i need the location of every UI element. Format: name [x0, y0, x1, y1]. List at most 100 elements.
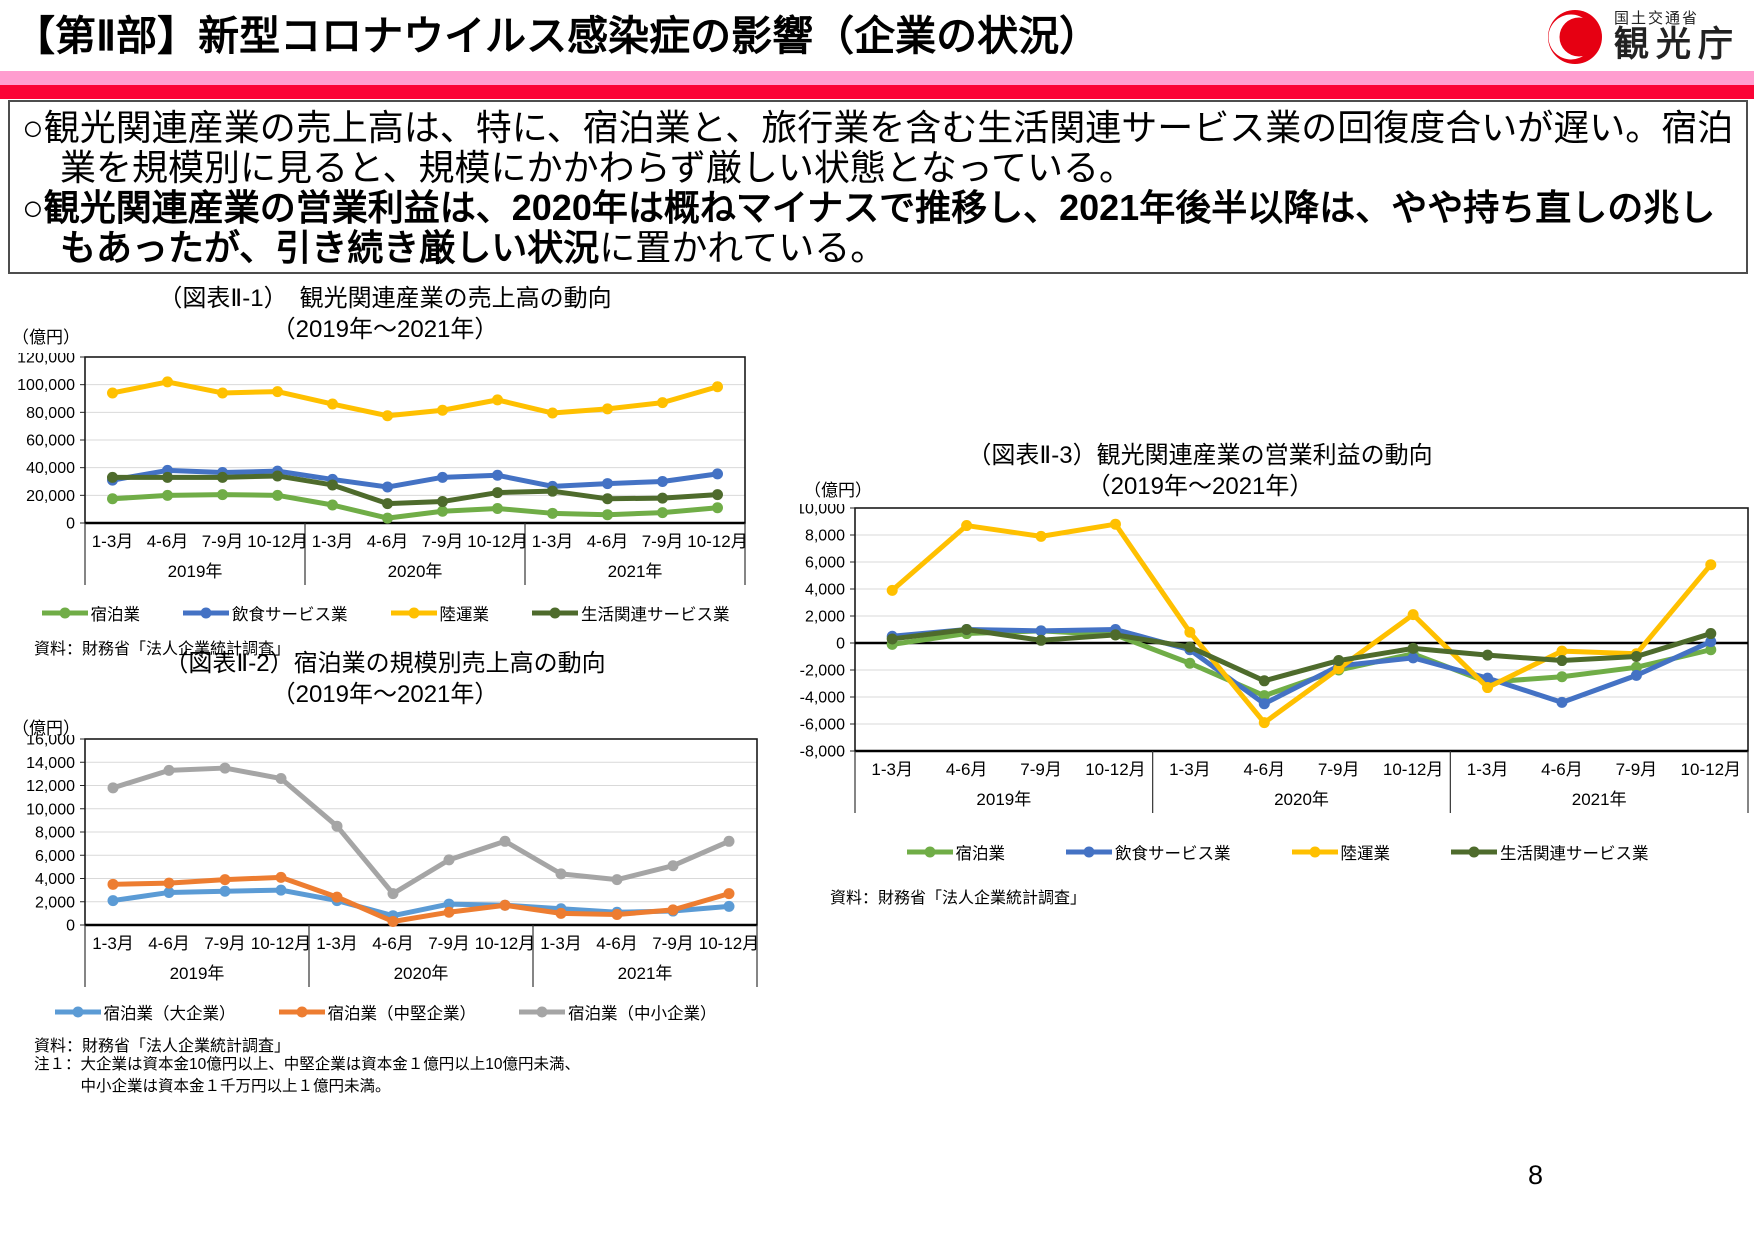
legend-label: 陸運業 [1340, 845, 1391, 863]
series-line-1 [110, 467, 720, 490]
legend-marker-icon [906, 846, 953, 858]
x-quarter-label: 7-9月 [1020, 760, 1062, 779]
x-quarter-label: 10-12月 [699, 934, 759, 953]
series-marker-1 [1482, 672, 1494, 684]
agency-logo-icon [1547, 10, 1602, 64]
series-marker-2 [1705, 559, 1717, 571]
x-quarter-label: 1-3月 [92, 532, 134, 551]
x-quarter-label: 7-9月 [1616, 760, 1658, 779]
y-tick-label: 8,000 [805, 528, 845, 545]
series-marker-0 [723, 900, 735, 912]
legend-item-1: 飲食サービス業 [1065, 840, 1231, 864]
x-quarter-label: 7-9月 [202, 532, 244, 551]
profit-chart-plot: -8,000 -6,000 -4,000 -2,000 0 2,000 4,000 6,000… [800, 504, 1749, 813]
y-tick-label: 120,000 [17, 353, 75, 367]
series-marker-1 [602, 478, 613, 490]
series-marker-1 [712, 468, 723, 480]
legend-item-0: 宿泊業 [41, 601, 140, 625]
series-marker-1 [275, 871, 287, 883]
legend-marker-icon [41, 607, 88, 619]
y-tick-label: -4,000 [800, 690, 845, 707]
series-marker-2 [667, 860, 679, 872]
legend-item-3: 生活関連サービス業 [531, 601, 730, 625]
bullet-marker: ○ [22, 107, 44, 148]
lodging-chart-plot: 0 2,000 4,000 6,000 8,000 10,000 12,000 14,000 1… [26, 735, 759, 987]
chart-title-line1: （図表Ⅱ-2）宿泊業の規模別売上高の動向 [164, 650, 606, 677]
y-tick-label: 0 [836, 636, 845, 653]
series-marker-2 [602, 403, 613, 415]
page-title: 【第Ⅱ部】新型コロナウイルス感染症の影響（企業の状況） [14, 13, 1101, 59]
series-marker-0 [327, 499, 338, 511]
x-quarter-label: 4-6月 [367, 532, 409, 551]
series-marker-2 [1407, 609, 1419, 621]
ministry-name: 国土交通省 [1613, 9, 1699, 27]
series-marker-3 [1482, 649, 1494, 661]
series-marker-1 [163, 877, 175, 889]
x-quarter-label: 1-3月 [871, 760, 913, 779]
series-marker-2 [331, 820, 343, 832]
series-marker-2 [555, 868, 567, 880]
series-marker-0 [382, 512, 393, 524]
y-tick-label: 20,000 [26, 488, 75, 505]
series-marker-2 [163, 764, 175, 776]
summary-bullet-2-bold: 観光関連産業の営業利益は、2020年は概ねマイナスで推移し、2021年後半以降は… [43, 187, 1716, 268]
series-marker-1 [1407, 652, 1419, 664]
series-marker-1 [382, 481, 393, 493]
chart-title: （図表Ⅱ-1） 観光関連産業の売上高の動向 （2019年～2021年） [0, 283, 770, 345]
series-marker-0 [602, 509, 613, 521]
series-marker-2 [272, 386, 283, 398]
x-quarter-label: 7-9月 [642, 532, 684, 551]
legend-marker-icon [183, 607, 229, 619]
series-marker-0 [547, 507, 558, 519]
year-label: 2019年 [170, 964, 225, 983]
series-marker-2 [382, 410, 393, 422]
summary-bullet-1-text: 観光関連産業の売上高は、特に、宿泊業と、旅行業を含む生活関連サービス業の回復度合… [43, 107, 1734, 188]
series-line-3 [889, 627, 1714, 684]
series-marker-3 [712, 489, 723, 501]
series-marker-1 [657, 476, 668, 487]
series-line-3 [110, 473, 720, 507]
x-quarter-label: 4-6月 [147, 532, 189, 551]
y-tick-label: 16,000 [26, 735, 75, 749]
series-marker-0 [712, 502, 723, 514]
chart-title: （図表Ⅱ-2）宿泊業の規模別売上高の動向 （2019年～2021年） [0, 648, 770, 710]
series-marker-1 [1035, 625, 1047, 637]
series-marker-3 [1333, 655, 1345, 667]
series-line-2 [110, 379, 720, 419]
series-marker-3 [1630, 651, 1642, 662]
legend-label: 陸運業 [439, 606, 490, 624]
series-marker-2 [1333, 663, 1345, 675]
y-axis-unit-label: （億円） [12, 328, 80, 347]
x-quarter-label: 7-9月 [422, 532, 464, 551]
y-tick-label: 2,000 [805, 609, 845, 626]
chart-legend: 宿泊業（大企業） 宿泊業（中堅企業） 宿泊業（中小企業） [0, 1000, 770, 1024]
series-marker-0 [657, 507, 668, 519]
x-quarter-label: 4-6月 [372, 934, 414, 953]
series-marker-2 [1482, 682, 1494, 694]
x-quarter-label: 4-6月 [148, 934, 190, 953]
y-axis-unit-label: （億円） [804, 481, 872, 500]
year-label: 2020年 [388, 562, 443, 581]
chart-title-line1: （図表Ⅱ-1） 観光関連産業の売上高の動向 [158, 285, 612, 312]
series-marker-3 [1184, 641, 1196, 653]
x-quarter-label: 1-3月 [316, 934, 358, 953]
x-quarter-label: 7-9月 [204, 934, 246, 953]
series-marker-0 [107, 493, 118, 505]
series-marker-1 [443, 906, 455, 918]
legend-marker-icon [390, 607, 437, 619]
x-quarter-label: 10-12月 [1383, 760, 1443, 779]
series-marker-2 [443, 854, 455, 866]
y-tick-label: -2,000 [800, 663, 845, 680]
series-marker-3 [492, 487, 503, 499]
x-quarter-label: 1-3月 [312, 532, 354, 551]
series-marker-2 [1556, 645, 1568, 657]
series-marker-2 [219, 762, 231, 774]
series-marker-0 [163, 886, 175, 898]
series-marker-2 [886, 584, 898, 596]
legend-marker-icon [54, 1006, 101, 1018]
y-tick-label: 12,000 [26, 778, 75, 795]
chart-title-line2: （2019年～2021年） [271, 316, 499, 343]
y-tick-label: 100,000 [17, 377, 75, 394]
series-marker-0 [272, 489, 283, 501]
chart-sales-tourism-industries: （図表Ⅱ-1） 観光関連産業の売上高の動向 （2019年～2021年） （億円）… [0, 283, 770, 658]
